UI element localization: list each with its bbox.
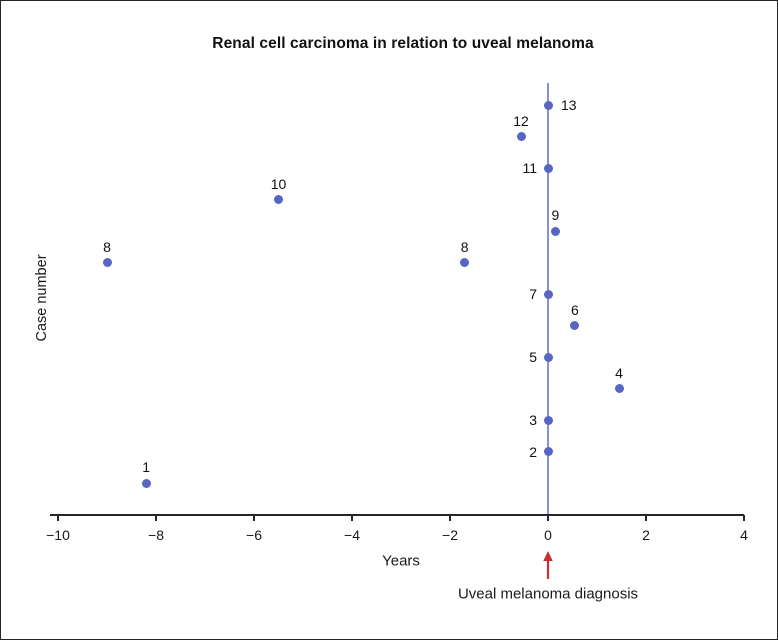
x-tick-label: −6: [246, 527, 262, 543]
data-point-label: 4: [615, 364, 623, 381]
y-axis-label: Case number: [34, 254, 50, 342]
data-point: [543, 289, 553, 299]
x-tick-label: 0: [544, 527, 552, 543]
data-point: [543, 415, 553, 425]
diagnosis-reference-line: [547, 83, 549, 515]
data-point-label: 10: [270, 175, 287, 192]
chart-title: Renal cell carcinoma in relation to uvea…: [212, 35, 594, 52]
x-axis-line: [50, 514, 744, 516]
data-point-label: 5: [529, 349, 537, 365]
data-point: [460, 258, 470, 267]
data-point-label: 7: [529, 286, 537, 302]
x-tick: [645, 515, 647, 521]
data-point-label: 8: [460, 238, 469, 255]
data-point: [543, 352, 553, 362]
x-tick: [547, 515, 549, 521]
x-tick: [253, 515, 255, 521]
data-point: [516, 132, 526, 141]
x-tick: [351, 515, 353, 521]
data-point-label: 9: [551, 207, 560, 223]
x-tick: [449, 515, 451, 521]
x-axis-label: Years: [382, 552, 420, 570]
x-tick: [155, 515, 157, 521]
data-point: [543, 163, 553, 173]
data-point: [543, 447, 553, 456]
data-point-label: 12: [513, 112, 529, 129]
data-point-label: 8: [103, 238, 111, 255]
data-point: [141, 478, 151, 488]
data-point: [102, 258, 112, 267]
data-point: [274, 195, 283, 204]
diagnosis-up-arrow-icon: [540, 550, 556, 581]
data-point: [614, 384, 624, 393]
x-tick-label: −4: [344, 527, 360, 543]
x-tick: [743, 515, 745, 521]
data-point-label: 6: [571, 301, 579, 318]
data-point: [543, 100, 553, 110]
x-tick-label: 4: [740, 527, 748, 543]
diagnosis-annotation: Uveal melanoma diagnosis: [457, 585, 639, 603]
data-point-label: 11: [522, 160, 537, 176]
x-tick-label: −10: [46, 527, 70, 543]
x-tick: [57, 515, 59, 521]
data-point-label: 2: [529, 443, 537, 460]
data-point-label: 1: [142, 459, 151, 475]
data-point-label: 3: [529, 412, 537, 428]
x-tick-label: −8: [148, 527, 164, 543]
x-tick-label: 2: [642, 527, 650, 543]
data-point: [550, 226, 560, 236]
data-point: [570, 321, 580, 330]
x-tick-label: −2: [442, 527, 458, 543]
data-point-label: 13: [561, 97, 577, 113]
